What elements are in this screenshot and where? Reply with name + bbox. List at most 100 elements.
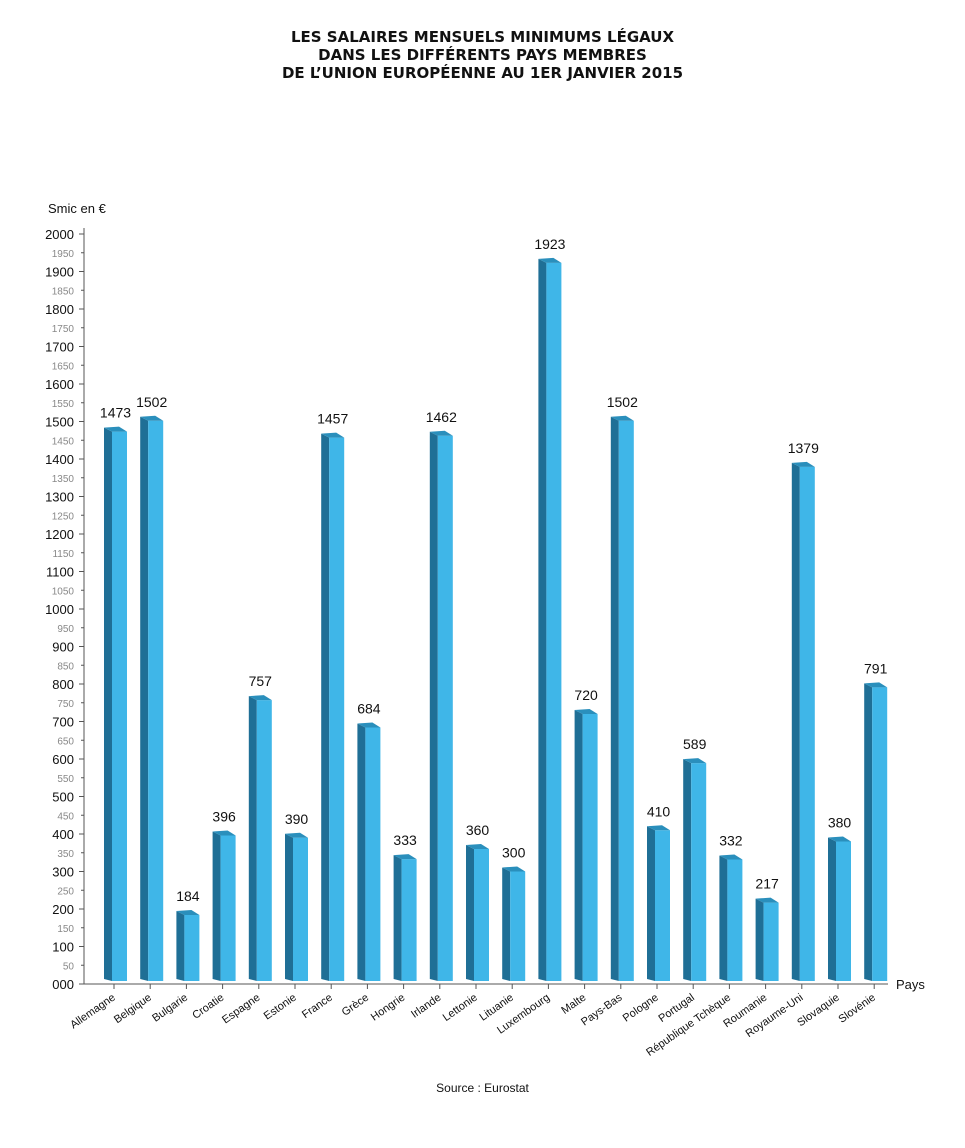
bar <box>574 709 598 981</box>
x-tick-label: Espagne <box>220 992 262 1027</box>
y-tick-label: 1700 <box>45 340 74 355</box>
value-label: 396 <box>212 809 236 825</box>
y-minor-tick-label: 650 <box>57 736 74 747</box>
bar-side <box>140 416 149 981</box>
x-tick-label: France <box>300 992 335 1021</box>
x-tick-label: Grèce <box>340 992 371 1019</box>
bar-front <box>148 420 164 981</box>
bar-front <box>112 431 127 981</box>
bar-top <box>212 830 236 836</box>
x-tick-label: Slovénie <box>836 992 877 1026</box>
y-minor-tick-label: 1550 <box>52 399 75 410</box>
x-axis-label: Pays <box>896 977 925 992</box>
bar <box>719 854 743 981</box>
bar-top <box>176 910 200 915</box>
y-tick-label: 2000 <box>45 227 74 242</box>
y-tick-label: 200 <box>52 902 74 917</box>
y-minor-tick-label: 850 <box>57 661 74 672</box>
y-tick-label: 1900 <box>45 265 74 280</box>
bar-front <box>184 915 200 981</box>
bar-side <box>393 855 402 981</box>
bar-side <box>864 683 873 981</box>
bar-side <box>791 462 800 981</box>
bar <box>140 415 164 981</box>
y-tick-label: 900 <box>52 640 74 655</box>
bar <box>176 910 200 981</box>
y-tick-label: 700 <box>52 715 74 730</box>
bar-front <box>401 859 417 981</box>
y-minor-tick-label: 550 <box>57 774 74 785</box>
bar-front <box>763 902 779 981</box>
bar <box>321 432 345 981</box>
bar-side <box>683 759 692 981</box>
chart-title-line-1: LES SALAIRES MENSUELS MINIMUMS LÉGAUX <box>290 28 675 46</box>
value-label: 300 <box>502 845 526 861</box>
value-label: 380 <box>828 815 852 831</box>
bar-side <box>321 433 330 981</box>
value-label: 360 <box>466 822 490 838</box>
x-tick-label: Pays-Bas <box>579 991 625 1028</box>
y-tick-label: 1100 <box>46 565 74 580</box>
y-tick-label: 1500 <box>45 415 74 430</box>
bar-top <box>864 682 888 688</box>
y-tick-label: 1000 <box>45 602 74 617</box>
bar-front <box>256 700 272 981</box>
bar <box>104 426 127 981</box>
bar-top <box>574 709 598 714</box>
y-minor-tick-label: 750 <box>57 699 74 710</box>
y-minor-tick-label: 1950 <box>52 249 75 260</box>
bar <box>393 854 417 981</box>
y-minor-tick-label: 350 <box>57 849 74 860</box>
bar-top <box>791 461 815 467</box>
bar-front <box>293 837 308 981</box>
bar-front <box>546 262 562 981</box>
bar <box>285 832 308 981</box>
value-label: 1923 <box>534 236 565 252</box>
bar-side <box>719 855 728 981</box>
x-tick-label: Hongrie <box>369 992 407 1024</box>
y-minor-tick-label: 1050 <box>52 586 75 597</box>
y-tick-label: 600 <box>52 752 74 767</box>
y-minor-tick-label: 1250 <box>52 511 75 522</box>
bar-side <box>538 258 547 981</box>
bar-side <box>212 831 221 981</box>
y-tick-label: 300 <box>52 865 74 880</box>
y-tick-label: 000 <box>52 977 74 992</box>
value-labels: 1473 1502 184 396 757 390 1457 684 333 1462 360 300… <box>100 236 888 904</box>
y-minor-tick-label: 1350 <box>52 474 75 485</box>
bar-front <box>365 727 381 981</box>
bar-side <box>285 833 293 981</box>
value-label: 684 <box>357 701 381 717</box>
bar-top <box>683 758 707 764</box>
bar-side <box>357 723 366 981</box>
value-label: 1379 <box>788 440 819 456</box>
bar-front <box>582 714 598 981</box>
bar-top <box>104 426 127 432</box>
y-minor-tick-label: 1450 <box>52 436 75 447</box>
bar-side <box>647 826 655 981</box>
value-label: 390 <box>285 811 309 827</box>
bar-front <box>510 871 526 981</box>
bar-side <box>502 867 511 981</box>
bar-top <box>466 844 489 849</box>
bar-front <box>329 437 345 981</box>
bar-front <box>655 830 670 981</box>
bar-front <box>691 763 707 981</box>
bar <box>248 695 272 981</box>
bar-top <box>828 836 851 842</box>
y-minor-tick-label: 250 <box>57 886 74 897</box>
x-tick-label: Pologne <box>621 992 661 1025</box>
chart-title: LES SALAIRES MENSUELS MINIMUMS LÉGAUX DA… <box>0 28 965 82</box>
source-note: Source : Eurostat <box>436 1081 529 1095</box>
bar-front <box>437 435 453 981</box>
bar-side <box>828 837 836 981</box>
bar-top <box>719 854 743 860</box>
bar <box>212 830 236 981</box>
y-tick-label: 1400 <box>45 452 74 467</box>
y-tick-label: 400 <box>52 827 74 842</box>
bar-top <box>538 257 562 263</box>
value-label: 589 <box>683 736 707 752</box>
value-label: 791 <box>864 660 888 676</box>
bar-top <box>393 854 417 860</box>
